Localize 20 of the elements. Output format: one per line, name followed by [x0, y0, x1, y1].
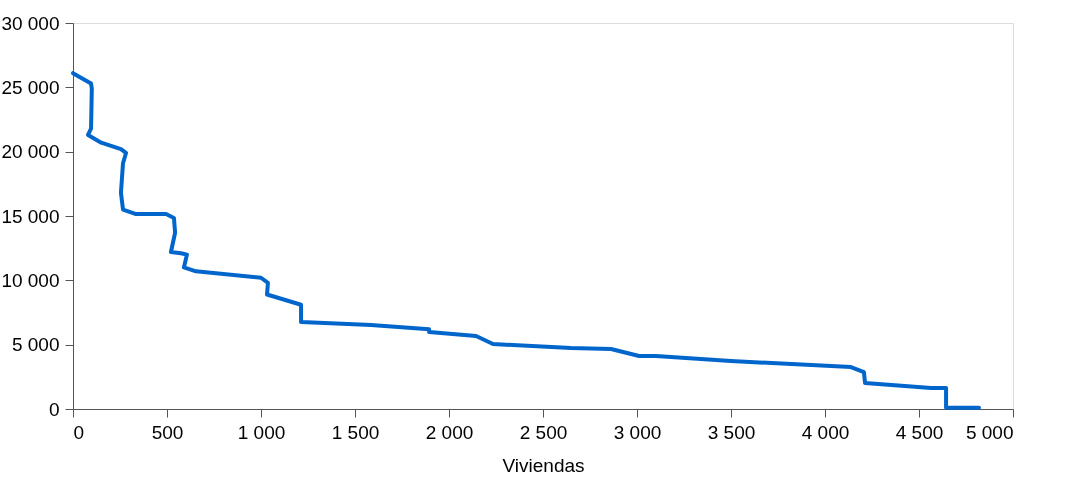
x-tick-label: 4 000: [801, 421, 850, 443]
x-tick-label: 3 500: [707, 421, 756, 443]
x-tick-label: 0: [73, 421, 85, 443]
x-tick-label: 500: [151, 421, 184, 443]
x-tick-label: 5 000: [965, 421, 1014, 443]
line-series: [71, 71, 981, 410]
x-axis-title: Viviendas: [502, 454, 585, 476]
y-tick-label: 25 000: [1, 76, 60, 98]
y-tick-label: 10 000: [1, 269, 60, 291]
x-tick-label: 2 500: [519, 421, 568, 443]
y-tick-label: 0: [48, 398, 60, 420]
x-tick-label: 2 000: [425, 421, 474, 443]
y-tick-label: 5 000: [11, 334, 60, 356]
y-tick-label: 20 000: [1, 141, 60, 163]
x-tick-label: 3 000: [613, 421, 662, 443]
y-tick-label: 15 000: [1, 205, 60, 227]
x-tick-label: 1 500: [331, 421, 380, 443]
x-tick-label: 4 500: [895, 421, 944, 443]
x-tick-label: 1 000: [237, 421, 286, 443]
y-tick-label: 30 000: [1, 12, 60, 34]
